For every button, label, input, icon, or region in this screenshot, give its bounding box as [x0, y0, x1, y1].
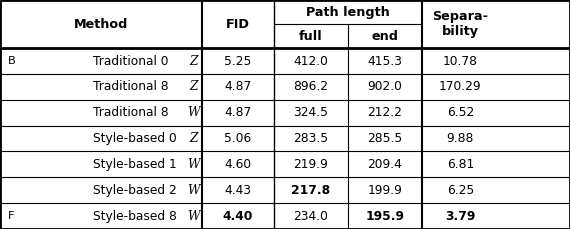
Text: 5.06: 5.06 — [225, 132, 251, 145]
Text: 5.25: 5.25 — [224, 55, 252, 68]
Text: 4.43: 4.43 — [225, 184, 251, 197]
Text: 10.78: 10.78 — [443, 55, 478, 68]
Text: end: end — [371, 30, 398, 43]
Text: Method: Method — [74, 18, 128, 30]
Text: 412.0: 412.0 — [293, 55, 328, 68]
Text: 6.81: 6.81 — [447, 158, 474, 171]
Text: 212.2: 212.2 — [367, 106, 402, 119]
Text: 283.5: 283.5 — [293, 132, 328, 145]
Text: Traditional 8: Traditional 8 — [93, 80, 168, 93]
Text: 217.8: 217.8 — [291, 184, 330, 197]
Text: Traditional 0: Traditional 0 — [93, 55, 168, 68]
Text: Z: Z — [190, 55, 198, 68]
Text: W: W — [188, 210, 200, 223]
Text: 209.4: 209.4 — [367, 158, 402, 171]
Text: Path length: Path length — [306, 5, 389, 19]
Text: 170.29: 170.29 — [439, 80, 482, 93]
Text: full: full — [299, 30, 323, 43]
Text: 9.88: 9.88 — [446, 132, 474, 145]
Text: Z: Z — [190, 80, 198, 93]
Text: Z: Z — [190, 132, 198, 145]
Text: 324.5: 324.5 — [293, 106, 328, 119]
Text: 199.9: 199.9 — [367, 184, 402, 197]
Text: W: W — [188, 106, 200, 119]
Text: 285.5: 285.5 — [367, 132, 402, 145]
Text: Style-based 2: Style-based 2 — [93, 184, 177, 197]
Text: 4.87: 4.87 — [225, 106, 251, 119]
Text: 415.3: 415.3 — [367, 55, 402, 68]
Text: 4.40: 4.40 — [223, 210, 253, 223]
Text: FID: FID — [226, 18, 250, 30]
Text: 4.87: 4.87 — [225, 80, 251, 93]
Text: 896.2: 896.2 — [293, 80, 328, 93]
Text: 902.0: 902.0 — [367, 80, 402, 93]
Text: Style-based 1: Style-based 1 — [93, 158, 177, 171]
Text: Traditional 8: Traditional 8 — [93, 106, 168, 119]
Text: Style-based 8: Style-based 8 — [93, 210, 177, 223]
Text: 195.9: 195.9 — [365, 210, 404, 223]
Text: F: F — [7, 211, 14, 221]
Text: Separa-
bility: Separa- bility — [432, 10, 488, 38]
Text: 219.9: 219.9 — [293, 158, 328, 171]
Text: 6.52: 6.52 — [447, 106, 474, 119]
Text: B: B — [7, 56, 15, 66]
Text: W: W — [188, 184, 200, 197]
Text: W: W — [188, 158, 200, 171]
Text: 6.25: 6.25 — [447, 184, 474, 197]
Text: 4.60: 4.60 — [225, 158, 251, 171]
Text: Style-based 0: Style-based 0 — [93, 132, 177, 145]
Text: 3.79: 3.79 — [445, 210, 475, 223]
Text: 234.0: 234.0 — [293, 210, 328, 223]
